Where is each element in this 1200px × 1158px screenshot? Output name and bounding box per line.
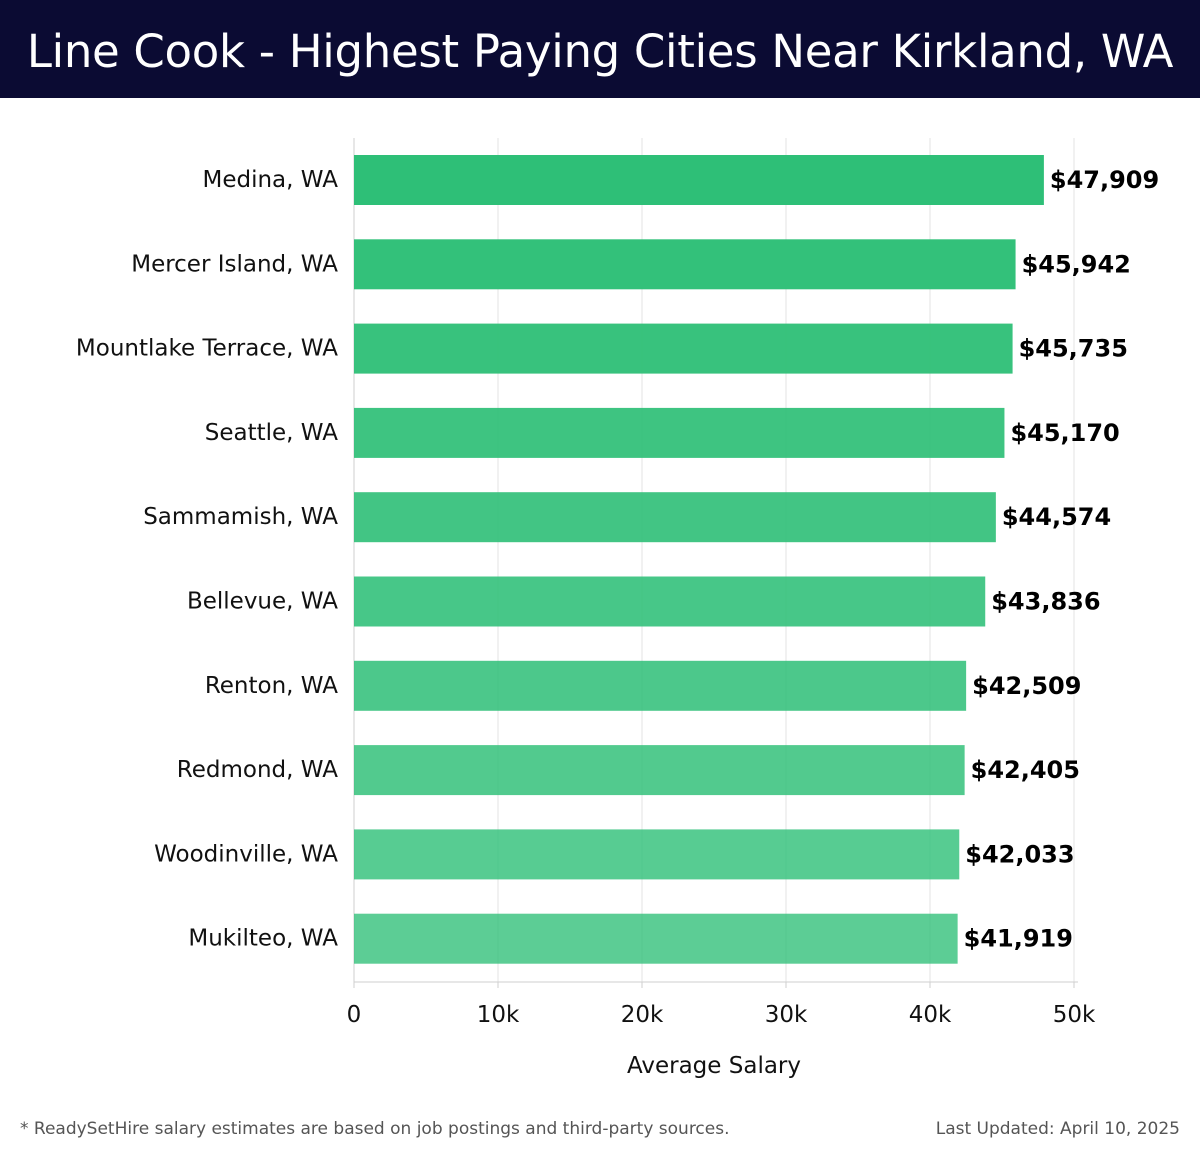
value-label: $45,942 [1022, 250, 1131, 278]
bar [354, 407, 1005, 458]
category-label: Seattle, WA [205, 420, 339, 446]
category-label: Mercer Island, WA [131, 251, 338, 277]
value-label: $47,909 [1050, 166, 1159, 194]
category-label: Bellevue, WA [187, 589, 338, 615]
category-label: Renton, WA [205, 673, 338, 699]
value-label: $45,735 [1019, 335, 1128, 363]
value-label: $43,836 [991, 588, 1100, 616]
x-tick-label: 40k [909, 1002, 952, 1028]
value-label: $42,405 [971, 756, 1080, 784]
value-label: $44,574 [1002, 503, 1111, 531]
value-label: $42,509 [972, 672, 1081, 700]
bar [354, 913, 958, 964]
category-label: Redmond, WA [177, 757, 338, 783]
bar [354, 660, 967, 711]
category-label: Mukilteo, WA [188, 926, 338, 952]
footer-note: * ReadySetHire salary estimates are base… [20, 1119, 730, 1139]
bar [354, 745, 965, 796]
chart-title: Line Cook - Highest Paying Cities Near K… [26, 25, 1174, 78]
category-label: Mountlake Terrace, WA [76, 336, 338, 362]
category-label: Woodinville, WA [154, 841, 338, 867]
bar [354, 576, 986, 627]
x-tick-label: 20k [621, 1002, 664, 1028]
x-tick-label: 10k [477, 1002, 520, 1028]
header-bar: Line Cook - Highest Paying Cities Near K… [0, 0, 1200, 98]
x-tick-label: 0 [347, 1002, 362, 1028]
category-label: Medina, WA [203, 167, 339, 193]
x-axis-title: Average Salary [627, 1053, 801, 1079]
bar [354, 323, 1013, 374]
x-tick-label: 30k [765, 1002, 808, 1028]
bar [354, 829, 960, 880]
value-label: $42,033 [965, 840, 1074, 868]
last-updated: Last Updated: April 10, 2025 [935, 1119, 1180, 1139]
category-label: Sammamish, WA [143, 504, 338, 530]
bar [354, 239, 1016, 290]
value-label: $41,919 [964, 925, 1073, 953]
x-tick-label: 50k [1053, 1002, 1096, 1028]
value-label: $45,170 [1010, 419, 1119, 447]
bar [354, 155, 1044, 205]
bar [354, 492, 996, 543]
